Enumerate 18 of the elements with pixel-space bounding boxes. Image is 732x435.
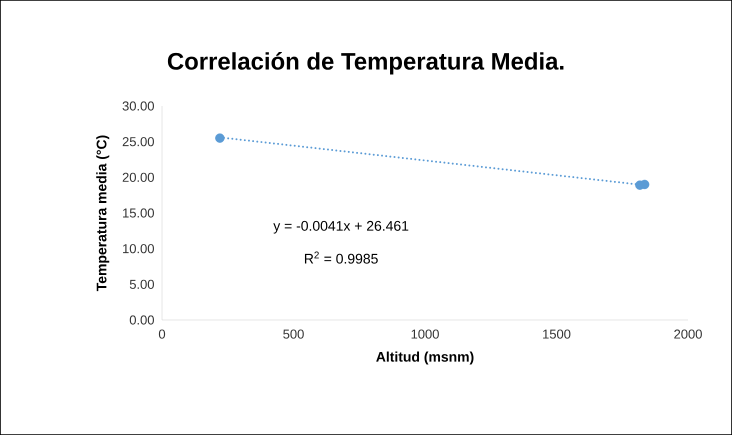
x-tick-label: 0 (158, 330, 166, 339)
x-tick-label: 2000 (674, 330, 702, 339)
annotation: R$^{2}$ = 0.9985 (304, 252, 378, 264)
y-axis-title: Temperatura media (°C) (96, 135, 110, 292)
x-tick-label: 500 (283, 330, 304, 339)
y-tick-label: 20.00 (122, 172, 154, 182)
chart-title: Correlación de Temperatura Media. (168, 52, 564, 75)
y-tick-label: 0.00 (130, 315, 154, 325)
y-tick-label: 30.00 (122, 101, 154, 111)
y-tick-label: 5.00 (130, 280, 154, 289)
x-tick-label: 1000 (412, 330, 439, 339)
y-tick-label: 25.00 (122, 137, 154, 146)
x-axis-title: Altitud (msnm) (376, 352, 474, 365)
point (215, 133, 225, 143)
annotation: y = -0.0041x + 26.461 (273, 220, 408, 234)
y-tick-label: 10.00 (123, 244, 154, 254)
x-tick-label: 1500 (543, 330, 570, 339)
y-tick-label: 15.00 (123, 208, 154, 218)
